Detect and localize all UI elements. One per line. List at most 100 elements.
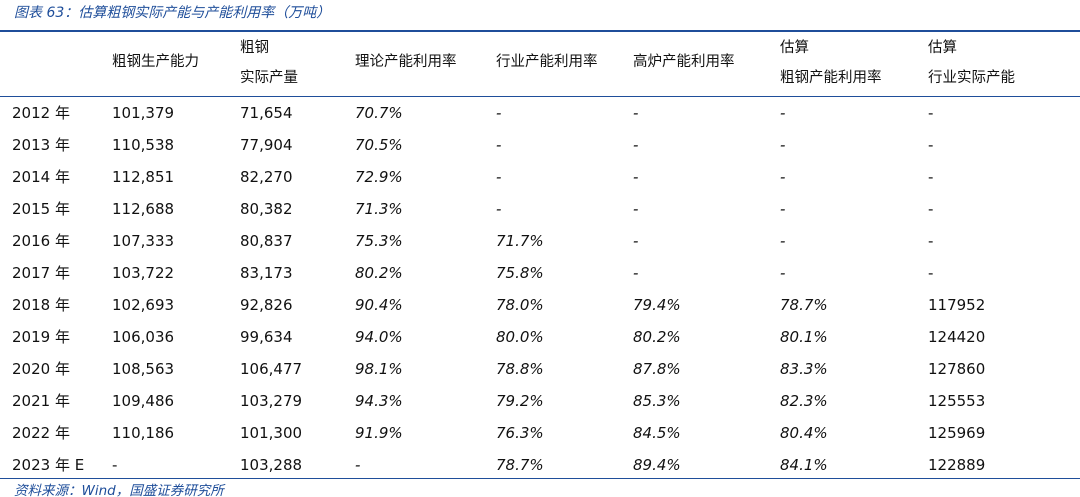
industry-util-cell: - — [496, 168, 502, 186]
est-capacity-cell: 124420 — [928, 328, 986, 346]
theory-util-cell: 75.3% — [355, 232, 403, 250]
output-cell: 80,837 — [240, 232, 293, 250]
header-est-cap-line1: 估算 — [928, 40, 957, 56]
output-cell: 82,270 — [240, 168, 293, 186]
est-util-cell: 80.1% — [780, 328, 828, 346]
theory-util-cell: 94.3% — [355, 392, 403, 410]
industry-util-cell: 75.8% — [496, 264, 544, 282]
furnace-util-cell: 87.8% — [633, 360, 681, 378]
industry-util-cell: - — [496, 136, 502, 154]
table-caption: 图表 63：估算粗钢实际产能与产能利用率（万吨） — [14, 5, 331, 21]
est-capacity-cell: 117952 — [928, 296, 986, 314]
output-cell: 92,826 — [240, 296, 293, 314]
furnace-util-cell: - — [633, 232, 639, 250]
output-cell: 83,173 — [240, 264, 293, 282]
est-util-cell: 83.3% — [780, 360, 828, 378]
table-row: 2012 年 101,379 71,654 70.7% - - - - — [0, 97, 1080, 129]
table-row: 2023 年 E - 103,288 - 78.7% 89.4% 84.1% 1… — [0, 449, 1080, 481]
year-cell: 2022 年 — [12, 424, 70, 442]
table-row: 2021 年 109,486 103,279 94.3% 79.2% 85.3%… — [0, 385, 1080, 417]
theory-util-cell: 90.4% — [355, 296, 403, 314]
capacity-cell: 110,186 — [112, 424, 175, 442]
capacity-cell: 112,688 — [112, 200, 175, 218]
industry-util-cell: - — [496, 200, 502, 218]
est-capacity-cell: 125553 — [928, 392, 986, 410]
year-cell: 2013 年 — [12, 136, 70, 154]
industry-util-cell: 78.0% — [496, 296, 544, 314]
est-util-cell: - — [780, 168, 786, 186]
header-furnace-util: 高炉产能利用率 — [633, 54, 735, 70]
est-capacity-cell: 122889 — [928, 456, 986, 474]
table-row: 2022 年 110,186 101,300 91.9% 76.3% 84.5%… — [0, 417, 1080, 449]
table-row: 2017 年 103,722 83,173 80.2% 75.8% - - - — [0, 257, 1080, 289]
furnace-util-cell: - — [633, 264, 639, 282]
est-capacity-cell: - — [928, 136, 934, 154]
output-cell: 99,634 — [240, 328, 293, 346]
furnace-util-cell: 89.4% — [633, 456, 681, 474]
furnace-util-cell: 84.5% — [633, 424, 681, 442]
theory-util-cell: 80.2% — [355, 264, 403, 282]
est-capacity-cell: - — [928, 104, 934, 122]
industry-util-cell: 79.2% — [496, 392, 544, 410]
theory-util-cell: 91.9% — [355, 424, 403, 442]
year-cell: 2012 年 — [12, 104, 70, 122]
industry-util-cell: - — [496, 104, 502, 122]
table-row: 2020 年 108,563 106,477 98.1% 78.8% 87.8%… — [0, 353, 1080, 385]
year-cell: 2021 年 — [12, 392, 70, 410]
year-cell: 2020 年 — [12, 360, 70, 378]
est-util-cell: - — [780, 264, 786, 282]
est-util-cell: 80.4% — [780, 424, 828, 442]
est-capacity-cell: - — [928, 264, 934, 282]
capacity-cell: 107,333 — [112, 232, 175, 250]
header-rule — [0, 96, 1080, 97]
est-util-cell: 84.1% — [780, 456, 828, 474]
capacity-cell: 103,722 — [112, 264, 175, 282]
capacity-cell: 101,379 — [112, 104, 175, 122]
year-cell: 2015 年 — [12, 200, 70, 218]
header-industry-util: 行业产能利用率 — [496, 54, 598, 70]
header-est-cap-line2: 行业实际产能 — [928, 70, 1015, 86]
industry-util-cell: 80.0% — [496, 328, 544, 346]
year-cell: 2019 年 — [12, 328, 70, 346]
est-capacity-cell: - — [928, 200, 934, 218]
header-theory-util: 理论产能利用率 — [355, 54, 457, 70]
capacity-cell: 109,486 — [112, 392, 175, 410]
header-est-util-line2: 粗钢产能利用率 — [780, 70, 882, 86]
year-cell: 2016 年 — [12, 232, 70, 250]
year-cell: 2023 年 E — [12, 456, 85, 474]
est-capacity-cell: - — [928, 232, 934, 250]
output-cell: 101,300 — [240, 424, 303, 442]
capacity-cell: 102,693 — [112, 296, 175, 314]
output-cell: 103,279 — [240, 392, 303, 410]
capacity-cell: 110,538 — [112, 136, 175, 154]
furnace-util-cell: - — [633, 136, 639, 154]
furnace-util-cell: 85.3% — [633, 392, 681, 410]
bottom-rule — [0, 478, 1080, 479]
est-capacity-cell: 125969 — [928, 424, 986, 442]
furnace-util-cell: - — [633, 200, 639, 218]
est-util-cell: 82.3% — [780, 392, 828, 410]
furnace-util-cell: 80.2% — [633, 328, 681, 346]
furnace-util-cell: - — [633, 168, 639, 186]
output-cell: 103,288 — [240, 456, 303, 474]
output-cell: 71,654 — [240, 104, 293, 122]
est-capacity-cell: - — [928, 168, 934, 186]
header-output-line2: 实际产量 — [240, 70, 298, 86]
est-util-cell: - — [780, 200, 786, 218]
est-util-cell: 78.7% — [780, 296, 828, 314]
furnace-util-cell: 79.4% — [633, 296, 681, 314]
table-row: 2018 年 102,693 92,826 90.4% 78.0% 79.4% … — [0, 289, 1080, 321]
industry-util-cell: 78.7% — [496, 456, 544, 474]
industry-util-cell: 71.7% — [496, 232, 544, 250]
capacity-cell: 112,851 — [112, 168, 175, 186]
table-row: 2013 年 110,538 77,904 70.5% - - - - — [0, 129, 1080, 161]
table-row: 2015 年 112,688 80,382 71.3% - - - - — [0, 193, 1080, 225]
output-cell: 106,477 — [240, 360, 303, 378]
capacity-cell: 106,036 — [112, 328, 175, 346]
industry-util-cell: 76.3% — [496, 424, 544, 442]
header-est-util-line1: 估算 — [780, 40, 809, 56]
source-note: 资料来源：Wind，国盛证券研究所 — [14, 483, 224, 497]
theory-util-cell: 94.0% — [355, 328, 403, 346]
theory-util-cell: 70.7% — [355, 104, 403, 122]
theory-util-cell: 98.1% — [355, 360, 403, 378]
